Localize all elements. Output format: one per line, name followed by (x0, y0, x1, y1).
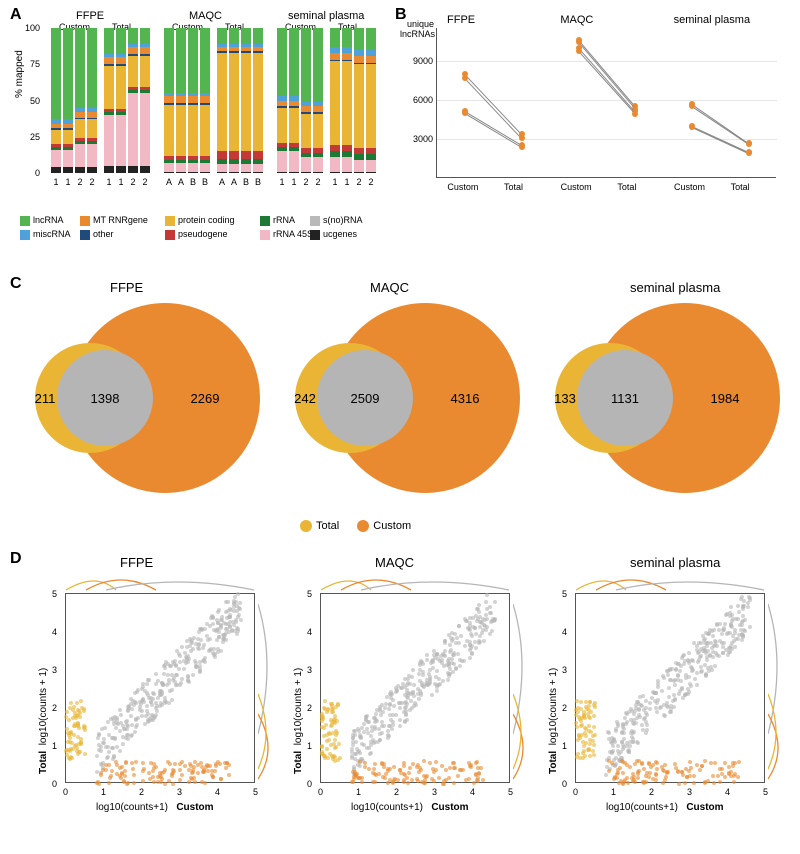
panel-b-chart: 300060009000FFPECustomTotalMAQCCustomTot… (436, 28, 776, 178)
stacked-bar (87, 28, 97, 173)
stacked-bar (51, 28, 61, 173)
stacked-bar (330, 28, 340, 173)
legend-item: protein coding (165, 215, 235, 226)
venn-diagram: 242 2509 4316 (290, 298, 530, 508)
svg-text:1984: 1984 (711, 391, 740, 406)
scatter-plot: 012345012345log10(counts+1) CustomTotal … (65, 593, 255, 783)
svg-text:2509: 2509 (351, 391, 380, 406)
panel-b: uniquelncRNAs 300060009000FFPECustomTota… (400, 8, 780, 208)
legend-item: other (80, 229, 114, 240)
stacked-bar (229, 28, 239, 173)
svg-text:211: 211 (35, 391, 56, 406)
scatter-plot: 012345012345log10(counts+1) CustomTotal … (575, 593, 765, 783)
svg-text:133: 133 (554, 391, 576, 406)
svg-text:2269: 2269 (191, 391, 220, 406)
stacked-bar (289, 28, 299, 173)
stacked-bar (176, 28, 186, 173)
stacked-bar (200, 28, 210, 173)
scatter-plot: 012345012345log10(counts+1) CustomTotal … (320, 593, 510, 783)
section-label: MAQC (189, 10, 222, 22)
stacked-bar (313, 28, 323, 173)
legend-item: lncRNA (20, 215, 64, 226)
stacked-bar (104, 28, 114, 173)
panel-a: 0255075100 FFPEMAQCseminal plasmaCustom1… (20, 8, 380, 208)
panel-b-ylabel: uniquelncRNAs (400, 20, 434, 40)
stacked-bar (354, 28, 364, 173)
legend-item: Custom (357, 520, 411, 532)
legend-item: s(no)RNA (310, 215, 363, 226)
legend-item: MT RNRgene (80, 215, 148, 226)
svg-text:1131: 1131 (611, 391, 639, 406)
stacked-bar (75, 28, 85, 173)
panel-c-legend: Total Custom (300, 520, 429, 532)
stacked-bar (128, 28, 138, 173)
section-label: seminal plasma (288, 10, 364, 22)
svg-text:1398: 1398 (91, 391, 120, 406)
stacked-bar (63, 28, 73, 173)
stacked-bar (342, 28, 352, 173)
stacked-bar (116, 28, 126, 173)
legend-item: pseudogene (165, 229, 228, 240)
stacked-bar (241, 28, 251, 173)
legend-item: Total (300, 520, 339, 532)
stacked-bar (366, 28, 376, 173)
panel-c: FFPE21113982269MAQC24225094316seminal pl… (10, 280, 790, 520)
legend-item: rRNA 45S (260, 229, 313, 240)
svg-text:4316: 4316 (451, 391, 480, 406)
legend-item: rRNA (260, 215, 295, 226)
panel-a-ylabel: % mapped (14, 50, 25, 98)
stacked-bar (217, 28, 227, 173)
venn-diagram: 211 1398 2269 (30, 298, 270, 508)
legend-item: ucgenes (310, 229, 357, 240)
stacked-bar (277, 28, 287, 173)
section-label: FFPE (76, 10, 104, 22)
stacked-bar (140, 28, 150, 173)
panel-a-chart: FFPEMAQCseminal plasmaCustom1122Total112… (46, 28, 380, 173)
stacked-bar (188, 28, 198, 173)
stacked-bar (253, 28, 263, 173)
stacked-bar (301, 28, 311, 173)
venn-diagram: 133 1131 1984 (550, 298, 790, 508)
svg-text:242: 242 (294, 391, 316, 406)
panel-d: FFPE012345012345log10(counts+1) CustomTo… (10, 555, 790, 845)
panel-a-legend: lncRNA MT RNRgene protein coding rRNA s(no)R… (20, 215, 400, 257)
legend-item: miscRNA (20, 229, 71, 240)
stacked-bar (164, 28, 174, 173)
